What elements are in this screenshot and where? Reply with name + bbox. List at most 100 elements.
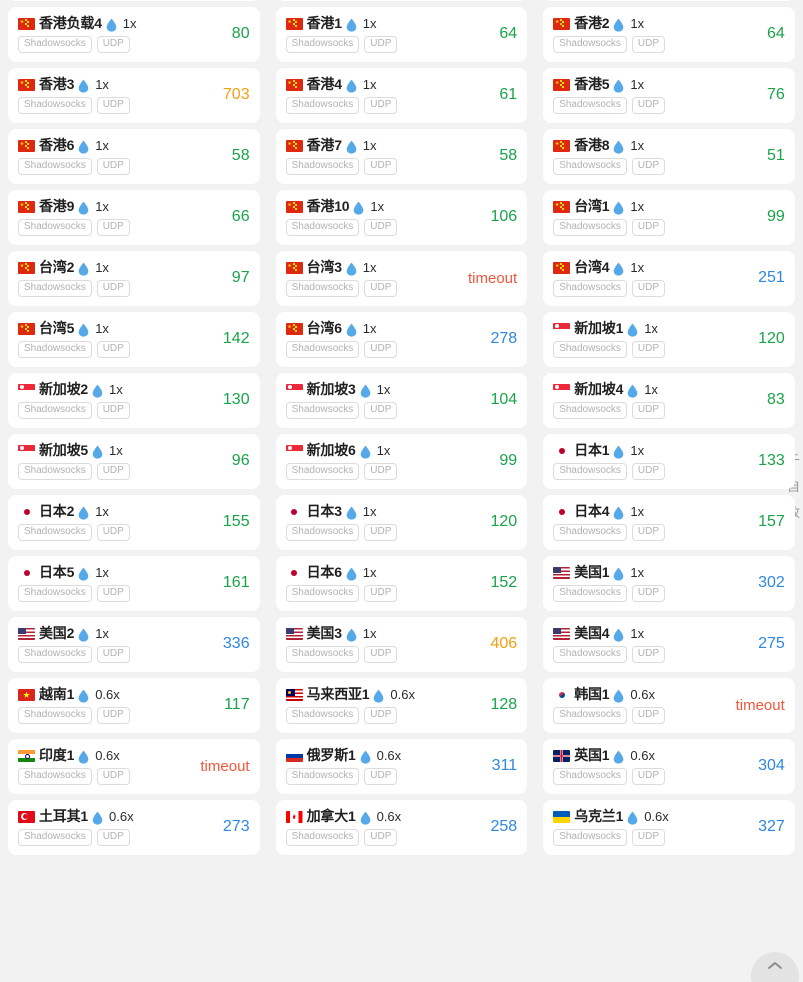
tag-network: UDP [96, 36, 130, 53]
node-info: 新加坡6 1x Shadowsocks UDP [285, 442, 492, 480]
node-card[interactable]: 日本2 1x Shadowsocks UDP 155 [8, 495, 260, 550]
node-card[interactable]: 俄罗斯1 0.6x Shadowsocks UDP 311 [275, 739, 528, 794]
node-card[interactable]: 马来西亚1 0.6x Shadowsocks UDP 128 [275, 678, 528, 733]
node-latency[interactable]: 273 [222, 818, 250, 835]
node-card[interactable]: 台湾4 1x Shadowsocks UDP 251 [543, 251, 795, 306]
node-latency[interactable]: 117 [224, 696, 250, 713]
node-card[interactable]: 土耳其1 0.6x Shadowsocks UDP 273 [8, 800, 260, 855]
node-card[interactable]: 英国1 0.6x Shadowsocks UDP 304 [543, 739, 795, 794]
node-card[interactable]: 新加坡5 1x Shadowsocks UDP 96 [8, 434, 260, 489]
node-latency[interactable]: timeout [200, 757, 250, 775]
node-latency[interactable]: 64 [499, 25, 518, 42]
node-card[interactable]: 台湾1 1x Shadowsocks UDP 99 [543, 190, 795, 245]
node-card[interactable]: 香港负载4 1x Shadowsocks UDP 80 [8, 7, 260, 62]
node-latency[interactable]: 61 [499, 86, 518, 103]
node-latency[interactable]: 104 [490, 391, 518, 408]
node-card[interactable]: 香港1 1x Shadowsocks UDP 64 [275, 7, 528, 62]
node-card[interactable]: 香港9 1x Shadowsocks UDP 66 [8, 190, 260, 245]
node-info: 日本3 1x Shadowsocks UDP [285, 503, 483, 541]
node-card[interactable]: 新加坡4 1x Shadowsocks UDP 83 [543, 373, 795, 428]
node-latency[interactable]: 703 [222, 86, 250, 103]
node-card[interactable]: 香港4 1x Shadowsocks UDP 61 [275, 68, 528, 123]
node-latency[interactable]: 128 [490, 696, 518, 713]
node-latency[interactable]: 311 [491, 757, 518, 774]
scroll-to-top-button[interactable] [751, 952, 799, 982]
node-card[interactable]: 台湾5 1x Shadowsocks UDP 142 [8, 312, 260, 367]
node-latency[interactable]: 327 [758, 818, 785, 835]
node-latency[interactable]: 130 [222, 391, 250, 408]
node-card[interactable]: 日本6 1x Shadowsocks UDP 152 [275, 556, 528, 611]
node-latency[interactable]: 96 [231, 452, 250, 469]
node-latency[interactable]: 51 [766, 147, 785, 164]
node-latency[interactable]: 304 [758, 757, 785, 774]
node-card[interactable]: 香港6 1x Shadowsocks UDP 58 [8, 129, 260, 184]
node-card[interactable]: 香港3 1x Shadowsocks UDP 703 [8, 68, 260, 123]
node-latency[interactable]: 161 [222, 574, 250, 591]
node-latency[interactable]: 58 [499, 147, 518, 164]
node-card[interactable]: 香港负载11xShadowsocksUDP68 [8, 0, 260, 1]
node-latency[interactable]: 97 [231, 269, 250, 286]
node-latency[interactable]: timeout [735, 696, 785, 714]
node-latency[interactable]: 336 [222, 635, 250, 652]
node-latency[interactable]: 58 [231, 147, 250, 164]
node-card[interactable]: 美国2 1x Shadowsocks UDP 336 [8, 617, 260, 672]
node-latency[interactable]: 99 [499, 452, 518, 469]
node-latency[interactable]: 66 [231, 208, 250, 225]
node-name: 台湾6 [306, 320, 342, 336]
node-latency[interactable]: 106 [490, 208, 518, 225]
node-card[interactable]: 日本3 1x Shadowsocks UDP 120 [275, 495, 528, 550]
node-latency[interactable]: timeout [467, 269, 518, 287]
node-latency[interactable]: 142 [222, 330, 250, 347]
node-card[interactable]: 香港2 1x Shadowsocks UDP 64 [543, 7, 795, 62]
node-card[interactable]: 美国3 1x Shadowsocks UDP 406 [275, 617, 528, 672]
node-card[interactable]: 乌克兰1 0.6x Shadowsocks UDP 327 [543, 800, 795, 855]
node-latency[interactable]: 302 [758, 574, 785, 591]
node-card[interactable]: 越南1 0.6x Shadowsocks UDP 117 [8, 678, 260, 733]
node-card[interactable]: 香港负载31xShadowsocksUDP66 [543, 0, 795, 1]
node-card[interactable]: 香港7 1x Shadowsocks UDP 58 [275, 129, 528, 184]
node-latency[interactable]: 278 [490, 330, 518, 347]
node-card[interactable]: 日本4 1x Shadowsocks UDP 157 [543, 495, 795, 550]
node-latency[interactable]: 83 [766, 391, 785, 408]
node-latency[interactable]: 406 [490, 635, 518, 652]
node-name: 香港8 [574, 137, 610, 153]
node-card[interactable]: 台湾3 1x Shadowsocks UDP timeout [275, 251, 528, 306]
node-latency[interactable]: 157 [758, 513, 785, 530]
node-card[interactable]: 日本1 1x Shadowsocks UDP 133 [543, 434, 795, 489]
node-latency[interactable]: 120 [490, 513, 518, 530]
node-card[interactable]: 香港8 1x Shadowsocks UDP 51 [543, 129, 795, 184]
node-latency[interactable]: 258 [490, 818, 518, 835]
node-latency[interactable]: 120 [758, 330, 785, 347]
node-latency[interactable]: 80 [231, 25, 250, 42]
node-latency[interactable]: 64 [766, 25, 785, 42]
node-card[interactable]: 新加坡6 1x Shadowsocks UDP 99 [275, 434, 528, 489]
node-card[interactable]: 韩国1 0.6x Shadowsocks UDP timeout [543, 678, 795, 733]
node-card[interactable]: 印度1 0.6x Shadowsocks UDP timeout [8, 739, 260, 794]
node-card[interactable]: 香港负载21xShadowsocksUDPtimeout [275, 0, 528, 1]
node-latency[interactable]: 152 [490, 574, 518, 591]
node-latency[interactable]: 76 [766, 86, 785, 103]
node-card[interactable]: 香港5 1x Shadowsocks UDP 76 [543, 68, 795, 123]
node-card[interactable]: 台湾6 1x Shadowsocks UDP 278 [275, 312, 528, 367]
node-card[interactable]: 新加坡1 1x Shadowsocks UDP 120 [543, 312, 795, 367]
node-latency[interactable]: 275 [758, 635, 785, 652]
node-card[interactable]: 美国1 1x Shadowsocks UDP 302 [543, 556, 795, 611]
node-info: 加拿大1 0.6x Shadowsocks UDP [285, 808, 483, 846]
node-card[interactable]: 加拿大1 0.6x Shadowsocks UDP 258 [275, 800, 528, 855]
flag-cn-icon [285, 261, 303, 274]
node-latency[interactable]: 99 [766, 208, 785, 225]
node-card[interactable]: 美国4 1x Shadowsocks UDP 275 [543, 617, 795, 672]
node-card[interactable]: 新加坡3 1x Shadowsocks UDP 104 [275, 373, 528, 428]
node-card[interactable]: 新加坡2 1x Shadowsocks UDP 130 [8, 373, 260, 428]
node-latency[interactable]: 133 [758, 452, 785, 469]
node-name: 日本3 [306, 503, 342, 519]
tag-network: UDP [96, 829, 130, 846]
node-latency[interactable]: 155 [222, 513, 250, 530]
node-latency[interactable]: 251 [758, 269, 785, 286]
tag-protocol: Shadowsocks [285, 97, 360, 114]
node-card[interactable]: 香港10 1x Shadowsocks UDP 106 [275, 190, 528, 245]
flag-cn-icon [553, 17, 571, 30]
node-card[interactable]: 日本5 1x Shadowsocks UDP 161 [8, 556, 260, 611]
node-card[interactable]: 台湾2 1x Shadowsocks UDP 97 [8, 251, 260, 306]
node-name-row: 英国1 0.6x [553, 747, 750, 764]
